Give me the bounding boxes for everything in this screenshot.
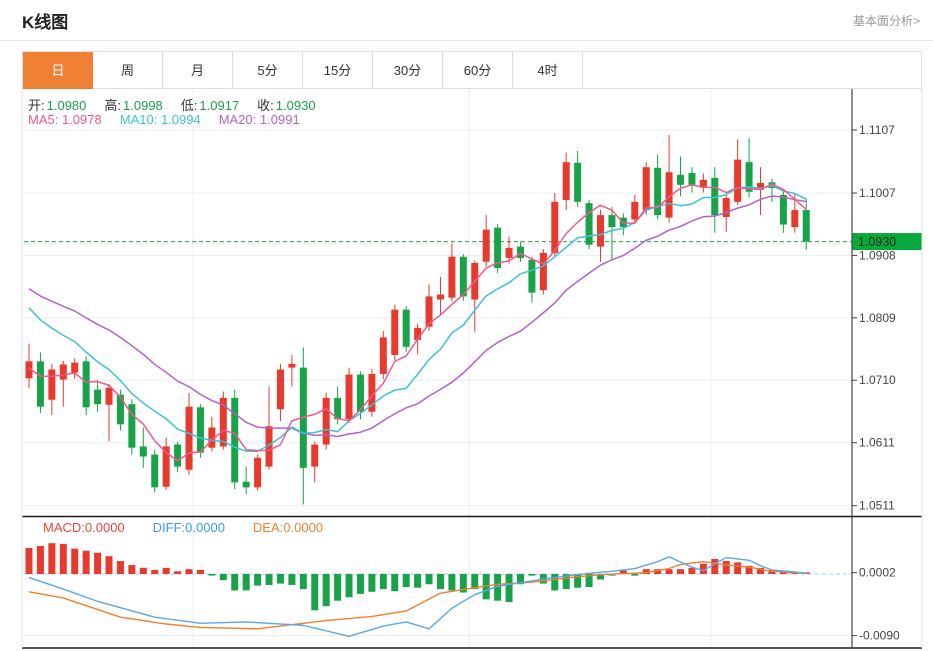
svg-text:1.0511: 1.0511 <box>859 499 895 513</box>
ma20-legend: MA20: 1.0991 <box>218 112 300 127</box>
tabbar-filler <box>583 52 921 89</box>
fundamental-analysis-link[interactable]: 基本面分析> <box>852 14 920 28</box>
svg-text:1.0908: 1.0908 <box>859 248 896 262</box>
tab-30min[interactable]: 30分 <box>373 52 443 89</box>
ma10-legend: MA10: 1.0994 <box>119 112 201 127</box>
tab-4hour[interactable]: 4时 <box>513 52 583 89</box>
svg-text:1.0930: 1.0930 <box>858 235 896 249</box>
svg-text:1.1107: 1.1107 <box>859 123 895 137</box>
header-divider <box>0 40 933 41</box>
tab-day[interactable]: 日 <box>23 52 93 89</box>
chart-area: 1.1107 1.1007 1.0908 1.0809 1.0710 1.0611 1.05… <box>0 89 933 651</box>
tab-60min[interactable]: 60分 <box>443 52 513 89</box>
kline-chart: 1.1107 1.1007 1.0908 1.0809 1.0710 1.0611 1.05… <box>21 89 923 649</box>
dea-value: DEA:0.0000 <box>252 520 324 535</box>
ma-legend: MA5: 1.0978 MA10: 1.0994 MA20: 1.0991 <box>28 112 300 127</box>
diff-value: DIFF:0.0000 <box>152 520 225 535</box>
tab-5min[interactable]: 5分 <box>233 52 303 89</box>
tab-month[interactable]: 月 <box>163 52 233 89</box>
svg-text:1.0809: 1.0809 <box>859 311 896 325</box>
svg-text:-0.0090: -0.0090 <box>859 629 900 643</box>
ohlc-close: 收: 1.0930 <box>257 98 316 113</box>
macd-value: MACD:0.0000 <box>43 520 125 535</box>
macd-legend: MACD:0.0000 DIFF:0.0000 DEA:0.0000 <box>43 520 323 535</box>
ohlc-open: 开: 1.0980 <box>28 98 87 113</box>
ohlc-low: 低: 1.0917 <box>180 98 240 113</box>
page-title: K线图 <box>22 13 69 32</box>
ohlc-high: 高: 1.0998 <box>104 98 163 113</box>
ohlc-legend: 开: 1.0980 高: 1.0998 低: 1.0917 收: 1.0930 <box>28 95 316 114</box>
svg-text:0.0002: 0.0002 <box>859 566 896 580</box>
tab-15min[interactable]: 15分 <box>303 52 373 89</box>
svg-text:1.0611: 1.0611 <box>859 436 895 450</box>
period-tabbar: 日 周 月 5分 15分 30分 60分 4时 <box>22 51 922 89</box>
svg-text:1.0710: 1.0710 <box>859 373 896 387</box>
svg-text:1.1007: 1.1007 <box>859 186 896 200</box>
ma5-legend: MA5: 1.0978 <box>28 112 102 127</box>
tab-week[interactable]: 周 <box>93 52 163 89</box>
